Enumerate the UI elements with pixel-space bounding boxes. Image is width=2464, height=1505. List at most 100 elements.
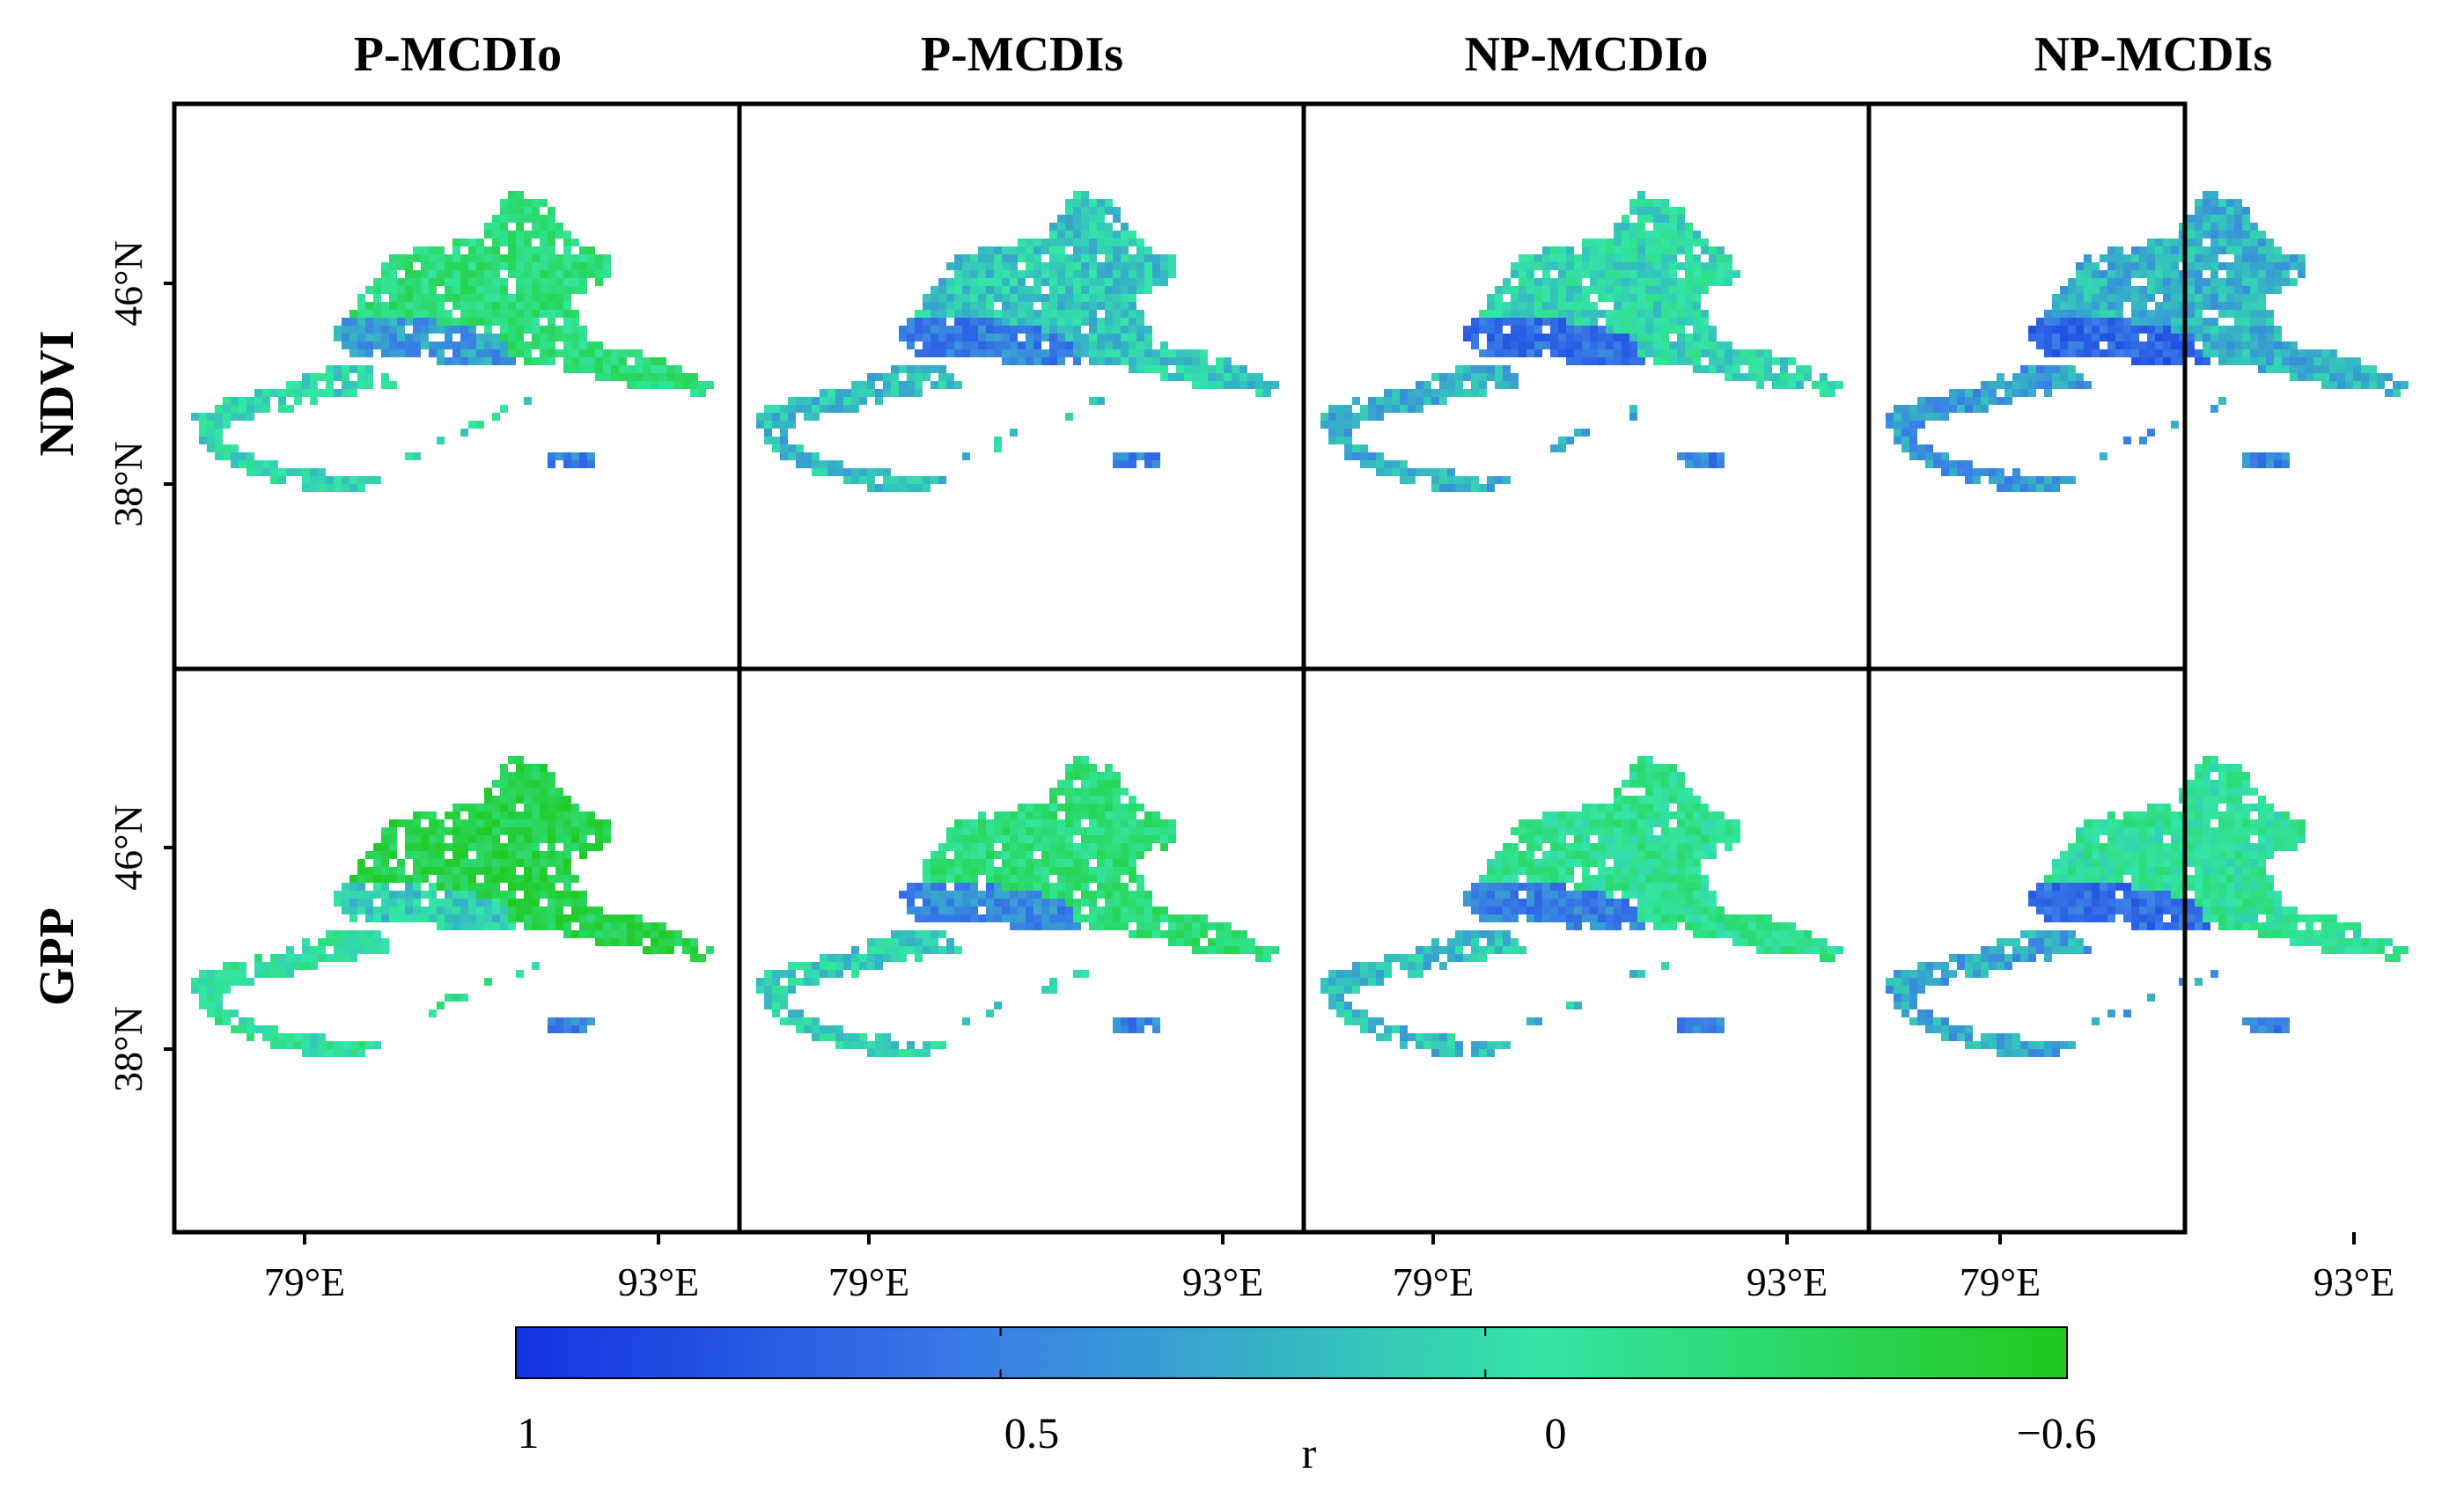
map-cell	[1368, 413, 1376, 421]
map-cell	[1590, 907, 1598, 914]
map-cell	[1957, 389, 1965, 397]
map-cell	[1725, 819, 1732, 827]
map-cell	[2076, 349, 2084, 357]
map-cell	[923, 484, 930, 492]
map-cell	[1121, 270, 1129, 278]
map-cell	[1010, 429, 1018, 437]
map-cell	[603, 922, 611, 930]
map-cell	[302, 1041, 310, 1049]
map-cell	[2052, 867, 2060, 875]
map-cell	[1455, 365, 1463, 373]
map-cell	[1144, 930, 1152, 938]
map-cell	[1018, 239, 1026, 246]
map-cell	[1495, 891, 1503, 899]
map-cell	[492, 318, 500, 326]
map-cell	[2234, 827, 2242, 835]
map-cell	[1949, 405, 1957, 413]
map-cell	[2100, 349, 2107, 357]
map-cell	[484, 907, 492, 914]
map-cell	[1041, 278, 1049, 286]
map-cell	[1184, 930, 1192, 938]
map-cell	[1041, 907, 1049, 914]
map-cell	[476, 286, 484, 294]
map-cell	[1271, 946, 1279, 954]
map-cell	[2290, 278, 2298, 286]
map-cell	[1097, 804, 1105, 811]
map-cell	[2234, 788, 2242, 796]
map-cell	[938, 294, 946, 302]
map-cell	[1574, 326, 1582, 334]
map-cell	[1614, 819, 1622, 827]
map-cell	[1637, 215, 1645, 223]
map-cell	[2195, 907, 2203, 914]
map-cell	[508, 859, 516, 867]
map-cell	[532, 922, 540, 930]
map-cell	[1129, 460, 1136, 468]
map-cell	[460, 875, 468, 883]
map-cell	[1129, 914, 1136, 922]
map-cell	[2242, 207, 2250, 215]
map-cell	[2139, 246, 2147, 254]
map-cell	[1503, 1041, 1511, 1049]
map-cell	[859, 962, 867, 970]
map-cell	[891, 1049, 899, 1057]
map-cell	[1764, 357, 1772, 365]
map-cell	[938, 349, 946, 357]
map-cell	[1997, 484, 2004, 492]
map-cell	[334, 334, 342, 341]
map-cell	[1997, 381, 2004, 389]
map-cell	[1105, 246, 1113, 254]
map-cell	[1089, 215, 1097, 223]
map-cell	[1471, 883, 1479, 891]
map-cell	[413, 867, 421, 875]
map-cell	[1439, 1049, 1447, 1057]
map-cell	[994, 326, 1002, 334]
map-cell	[1661, 286, 1669, 294]
map-cell	[1748, 357, 1756, 365]
map-cell	[994, 262, 1002, 270]
map-cell	[2258, 460, 2266, 468]
map-cell	[1653, 318, 1661, 326]
map-cell	[1010, 341, 1018, 349]
map-cell	[389, 294, 397, 302]
map-cell	[1925, 444, 1933, 452]
map-cell	[223, 1009, 231, 1017]
map-cell	[334, 954, 342, 962]
map-cell	[1049, 294, 1057, 302]
map-cell	[2107, 883, 2115, 891]
map-cell	[1511, 827, 1519, 835]
map-cell	[1089, 223, 1097, 231]
map-cell	[1344, 970, 1352, 978]
map-cell	[1653, 811, 1661, 819]
map-cell	[1677, 843, 1685, 851]
map-cell	[2234, 843, 2242, 851]
map-cell	[2187, 286, 2195, 294]
map-cell	[635, 922, 643, 930]
map-cell	[1614, 835, 1622, 843]
map-cell	[698, 389, 706, 397]
map-cell	[2258, 883, 2266, 891]
map-cell	[1590, 302, 1598, 310]
map-cell	[2147, 843, 2155, 851]
map-cell	[1606, 891, 1614, 899]
map-cell	[445, 270, 452, 278]
map-cell	[1629, 851, 1637, 859]
map-cell	[381, 843, 389, 851]
map-cell	[1933, 397, 1941, 405]
map-cell	[2012, 468, 2020, 476]
map-cell	[571, 899, 579, 907]
map-cell	[603, 270, 611, 278]
map-cell	[1328, 978, 1336, 986]
map-cell	[532, 357, 540, 365]
map-cell	[1144, 819, 1152, 827]
map-cell	[524, 914, 532, 922]
map-cell	[1136, 891, 1144, 899]
map-cell	[2155, 262, 2163, 270]
map-cell	[1113, 914, 1121, 922]
map-cell	[2242, 223, 2250, 231]
map-cell	[2242, 891, 2250, 899]
map-cell	[899, 326, 907, 334]
map-cell	[1598, 875, 1606, 883]
map-cell	[1447, 938, 1455, 946]
map-cell	[1447, 1049, 1455, 1057]
